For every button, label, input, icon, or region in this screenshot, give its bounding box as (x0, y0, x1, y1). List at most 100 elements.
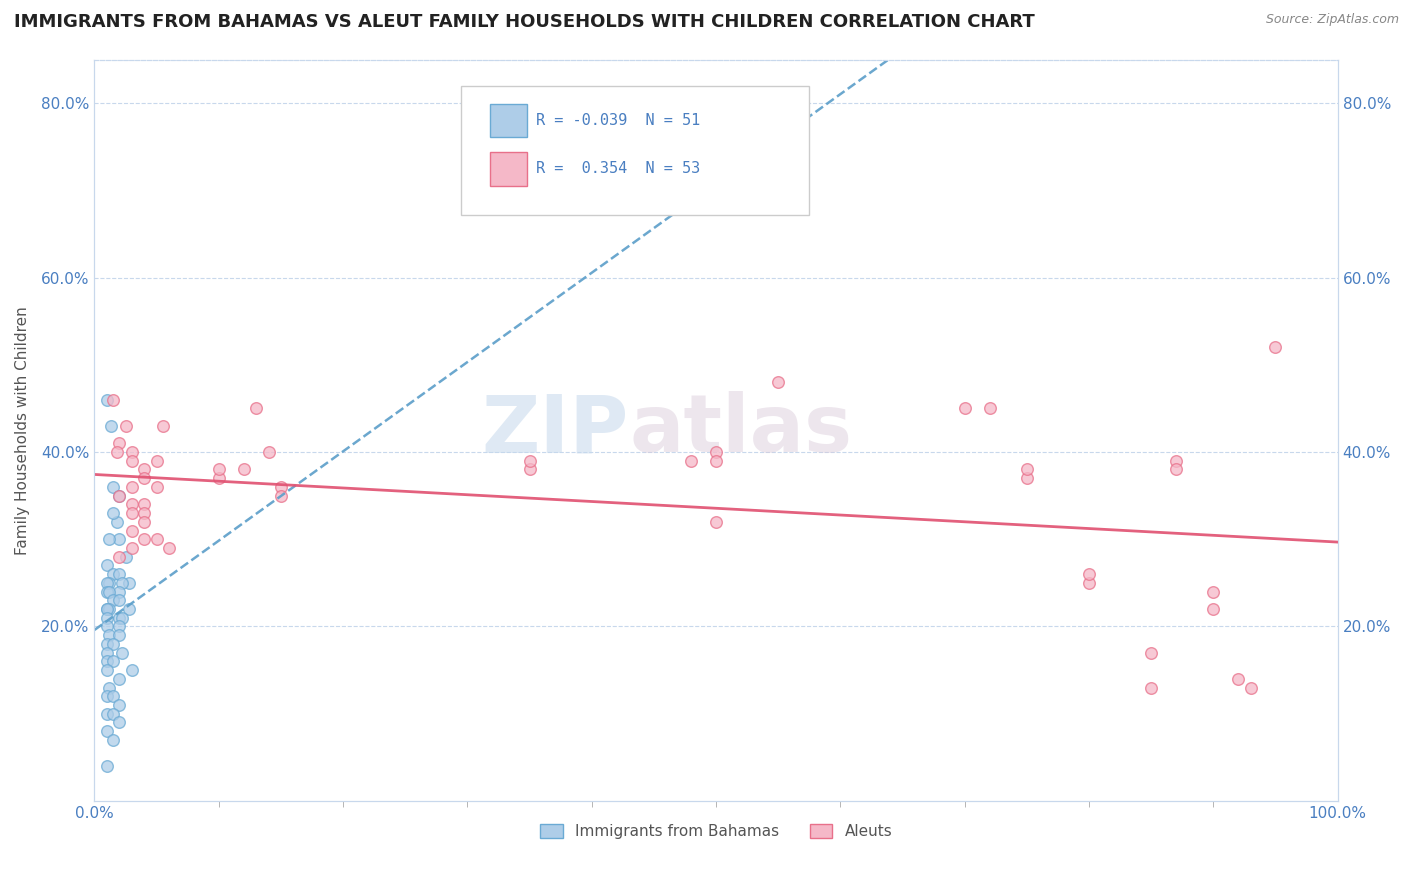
Text: IMMIGRANTS FROM BAHAMAS VS ALEUT FAMILY HOUSEHOLDS WITH CHILDREN CORRELATION CHA: IMMIGRANTS FROM BAHAMAS VS ALEUT FAMILY … (14, 13, 1035, 31)
Point (108, 567, 131, 582)
Point (766, 376, 789, 390)
Point (270, 489, 292, 503)
Point (101, 593, 124, 607)
Point (121, 445, 143, 459)
Point (1015, 471, 1038, 485)
Point (134, 506, 156, 520)
Point (108, 628, 131, 642)
Point (1227, 672, 1250, 686)
Point (121, 524, 143, 538)
Point (1015, 462, 1038, 476)
Point (98, 602, 121, 616)
Point (108, 672, 131, 686)
Point (96, 706, 118, 721)
Point (108, 549, 131, 564)
Point (519, 454, 541, 468)
Point (101, 706, 124, 721)
Point (96, 637, 118, 651)
Point (101, 506, 124, 520)
Point (152, 418, 174, 433)
Point (108, 533, 131, 547)
Point (101, 567, 124, 582)
Point (111, 611, 134, 625)
Point (157, 541, 180, 555)
Point (101, 732, 124, 747)
Point (145, 533, 167, 547)
Point (681, 454, 703, 468)
Point (101, 690, 124, 704)
Point (1164, 454, 1187, 468)
Point (98, 533, 121, 547)
FancyBboxPatch shape (489, 104, 527, 137)
Point (96, 602, 118, 616)
Point (1078, 567, 1101, 582)
Text: atlas: atlas (628, 392, 852, 469)
Point (118, 575, 141, 590)
Point (96, 602, 118, 616)
Text: R = -0.039  N = 51: R = -0.039 N = 51 (536, 113, 700, 128)
Point (953, 401, 976, 416)
Point (704, 445, 727, 459)
Point (270, 480, 292, 494)
Point (704, 454, 727, 468)
Point (145, 454, 167, 468)
Point (108, 489, 131, 503)
Text: ZIP: ZIP (482, 392, 628, 469)
Point (245, 401, 267, 416)
Point (121, 480, 143, 494)
Text: R =  0.354  N = 53: R = 0.354 N = 53 (536, 161, 700, 176)
Point (105, 515, 128, 529)
Point (134, 515, 156, 529)
Point (100, 418, 122, 433)
Point (108, 593, 131, 607)
FancyBboxPatch shape (461, 86, 810, 215)
Point (979, 401, 1001, 416)
Point (108, 611, 131, 625)
Point (96, 392, 118, 407)
Point (96, 575, 118, 590)
Point (1239, 681, 1261, 695)
Point (121, 506, 143, 520)
Point (121, 663, 143, 677)
Point (96, 759, 118, 773)
Point (98, 584, 121, 599)
Point (108, 698, 131, 712)
Point (1140, 646, 1163, 660)
Point (114, 418, 136, 433)
Point (121, 454, 143, 468)
Point (118, 602, 141, 616)
FancyBboxPatch shape (489, 153, 527, 186)
Point (134, 462, 156, 476)
Point (101, 654, 124, 668)
Point (96, 724, 118, 739)
Point (101, 637, 124, 651)
Point (114, 549, 136, 564)
Point (96, 611, 118, 625)
Point (704, 515, 727, 529)
Point (101, 392, 124, 407)
Point (105, 445, 128, 459)
Point (96, 646, 118, 660)
Point (134, 497, 156, 511)
Point (108, 436, 131, 450)
Point (1140, 681, 1163, 695)
Point (98, 681, 121, 695)
Point (1078, 575, 1101, 590)
Point (96, 654, 118, 668)
Point (1202, 602, 1225, 616)
Point (96, 619, 118, 633)
Point (108, 489, 131, 503)
Point (98, 628, 121, 642)
Point (108, 619, 131, 633)
Point (121, 541, 143, 555)
Point (101, 480, 124, 494)
Point (108, 715, 131, 730)
Legend: Immigrants from Bahamas, Aleuts: Immigrants from Bahamas, Aleuts (534, 818, 898, 845)
Y-axis label: Family Households with Children: Family Households with Children (15, 306, 30, 555)
Text: Source: ZipAtlas.com: Source: ZipAtlas.com (1265, 13, 1399, 27)
Point (96, 690, 118, 704)
Point (121, 497, 143, 511)
Point (108, 584, 131, 599)
Point (257, 445, 280, 459)
Point (232, 462, 254, 476)
